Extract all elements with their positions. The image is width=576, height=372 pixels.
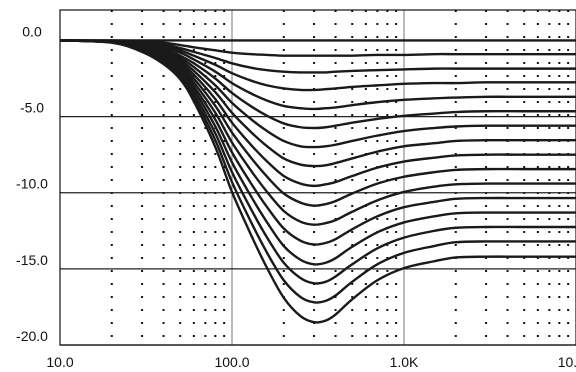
grid — [59, 10, 576, 346]
series-line — [59, 39, 576, 207]
plot-frame — [59, 9, 576, 346]
series-line — [59, 39, 576, 149]
series-line — [59, 39, 576, 57]
series-line — [59, 39, 576, 324]
series-lines — [59, 39, 576, 324]
series-line — [59, 39, 576, 246]
series-line — [59, 39, 576, 266]
series-line — [59, 39, 576, 188]
y-tick-label: -5.0 — [20, 100, 44, 116]
y-tick-label: 0.0 — [22, 23, 42, 39]
x-tick-label: 1.0K — [390, 354, 419, 370]
series-line — [59, 39, 576, 92]
axes — [59, 9, 576, 346]
series-line — [59, 39, 576, 285]
y-tick-label: -20.0 — [16, 328, 48, 344]
series-line — [59, 39, 576, 304]
series-line — [59, 39, 576, 130]
series-line — [59, 39, 576, 111]
series-line — [59, 39, 576, 74]
series-line — [59, 39, 576, 226]
series-line — [59, 39, 576, 168]
x-tick-label: 100.0 — [214, 354, 249, 370]
x-tick-label: 10.0K — [558, 354, 576, 370]
tick-labels: 0.0 -5.0 -10.0 -15.0 -20.0 10.0 100.0 1.0K 10.0K — [16, 23, 576, 370]
y-tick-label: -15.0 — [16, 252, 48, 268]
y-tick-label: -10.0 — [16, 176, 48, 192]
x-tick-label: 10.0 — [46, 354, 73, 370]
